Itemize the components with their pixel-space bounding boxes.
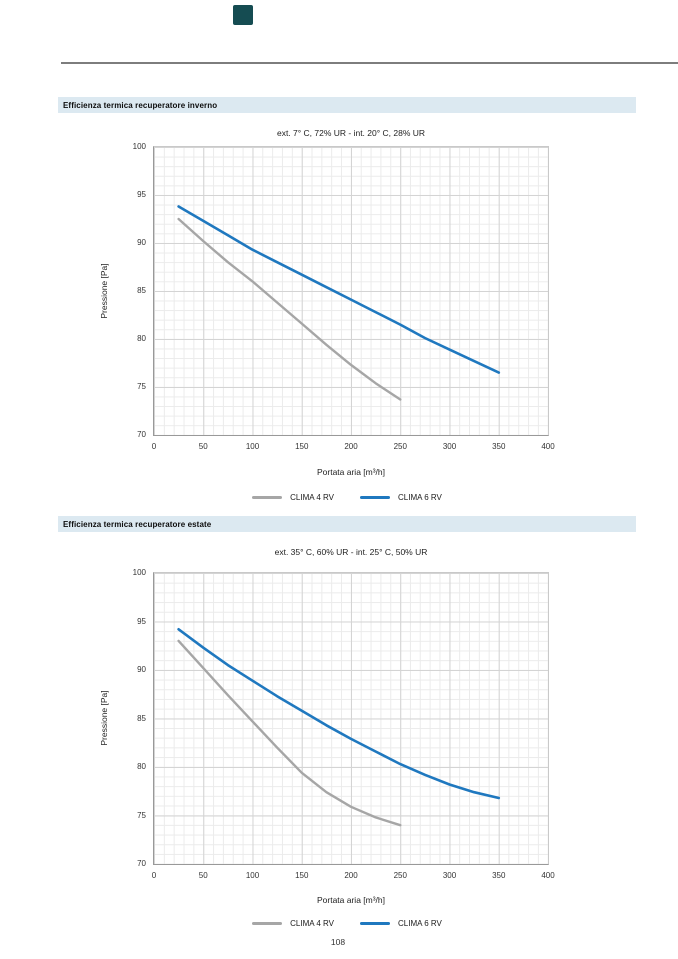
y-tick-label: 85 [137, 286, 146, 295]
y-tick-label: 80 [137, 762, 146, 771]
legend-swatch-clima-4-rv [252, 495, 283, 499]
legend-item-clima-4-rv: CLIMA 4 RV [252, 493, 334, 502]
top-rule [61, 62, 678, 64]
x-tick-label: 0 [151, 442, 157, 451]
section-header-estate-label: Efficienza termica recuperatore estate [63, 519, 212, 529]
legend-swatch-clima-6-rv [360, 921, 390, 925]
page-number: 108 [330, 937, 346, 947]
section-header-inverno: Efficienza termica recuperatore inverno [58, 97, 636, 113]
chart-title-estate: ext. 35° C, 60% UR - int. 25° C, 50% UR [274, 547, 428, 557]
section-header-estate: Efficienza termica recuperatore estate [58, 516, 636, 532]
plot-area-inverno [153, 146, 549, 436]
y-tick-label: 95 [137, 616, 146, 626]
legend-item-clima-4-rv: CLIMA 4 RV [252, 919, 334, 928]
legend-label-clima-4-rv: CLIMA 4 RV [290, 492, 334, 502]
x-tick-label: 0 [151, 871, 157, 880]
x-tick-label: 400 [541, 871, 555, 880]
x-tick-label: 100 [245, 871, 260, 880]
legend-inverno: CLIMA 4 RV CLIMA 6 RV [58, 490, 636, 504]
y-tick-label: 70 [137, 430, 146, 439]
plot-area-estate [153, 572, 549, 865]
y-tick-label: 90 [137, 238, 146, 247]
legend-label-clima-4-rv: CLIMA 4 RV [290, 918, 334, 928]
brand-logo-square [233, 5, 253, 25]
legend-swatch-clima-6-rv [360, 495, 390, 499]
x-tick-label: 50 [198, 871, 208, 880]
x-axis-label-inverno: Portata aria [m³/h] [316, 467, 386, 477]
x-axis-label-estate: Portata aria [m³/h] [316, 895, 386, 905]
x-tick-label: 350 [492, 442, 506, 451]
y-tick-label: 85 [137, 713, 146, 723]
x-tick-label: 150 [295, 871, 309, 880]
series-line-clima-6-rv [177, 628, 501, 800]
legend-swatch-clima-4-rv [252, 921, 283, 925]
x-tick-label: 400 [541, 442, 555, 451]
legend-label-clima-6-rv: CLIMA 6 RV [398, 492, 442, 502]
y-tick-label: 80 [137, 334, 146, 343]
y-tick-label: 90 [137, 665, 146, 674]
legend-estate: CLIMA 4 RV CLIMA 6 RV [58, 916, 636, 930]
x-tick-label: 200 [344, 871, 358, 880]
x-tick-label: 250 [393, 871, 407, 880]
y-axis-label-estate: Pressione [Pa] [99, 690, 109, 746]
x-tick-label: 100 [245, 442, 260, 451]
y-tick-label: 75 [137, 810, 146, 820]
y-tick-label: 70 [137, 859, 146, 868]
y-tick-label: 75 [137, 382, 146, 391]
series-line-clima-6-rv [177, 205, 501, 374]
x-tick-label: 300 [442, 442, 457, 451]
x-tick-label: 50 [198, 442, 208, 451]
chart-title-inverno: ext. 7° C, 72% UR - int. 20° C, 28% UR [276, 128, 426, 138]
section-header-inverno-label: Efficienza termica recuperatore inverno [63, 100, 218, 110]
y-axis-label-inverno: Pressione [Pa] [99, 263, 109, 319]
series-line-clima-4-rv [177, 217, 402, 401]
legend-item-clima-6-rv: CLIMA 6 RV [360, 493, 442, 502]
y-tick-label: 100 [132, 568, 146, 577]
y-tick-label: 100 [132, 142, 146, 151]
x-tick-label: 200 [344, 442, 358, 451]
x-tick-label: 350 [492, 871, 506, 880]
x-tick-label: 250 [393, 442, 407, 451]
series-line-clima-4-rv [177, 639, 402, 827]
y-tick-label: 95 [137, 190, 146, 199]
x-tick-label: 300 [442, 871, 457, 880]
legend-item-clima-6-rv: CLIMA 6 RV [360, 919, 442, 928]
legend-label-clima-6-rv: CLIMA 6 RV [398, 918, 442, 928]
x-tick-label: 150 [295, 442, 309, 451]
